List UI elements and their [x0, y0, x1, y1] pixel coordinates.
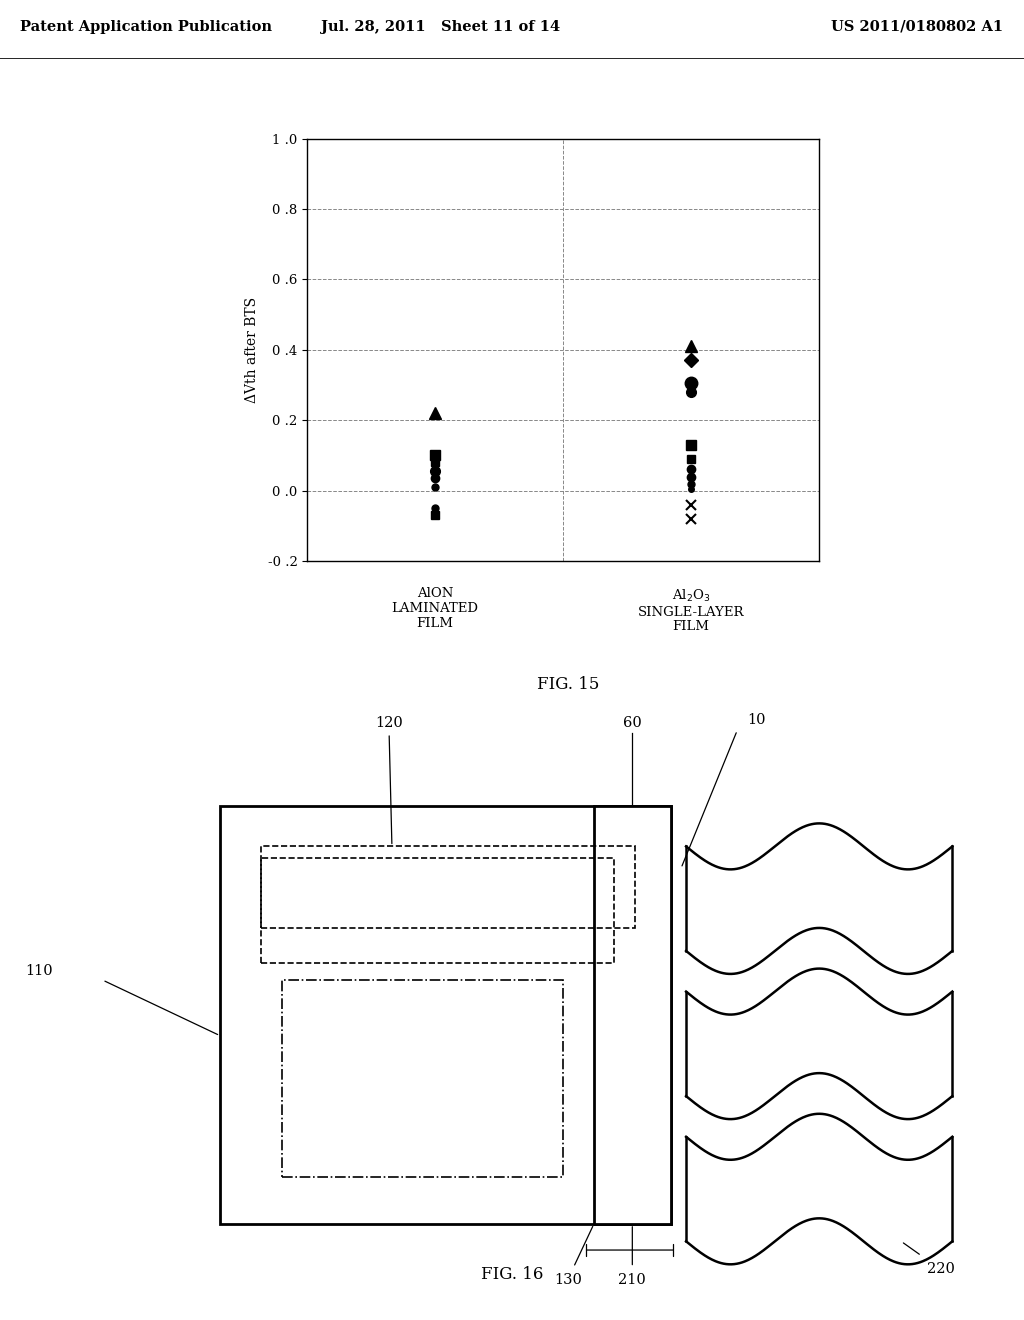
- Text: FIG. 16: FIG. 16: [481, 1266, 543, 1283]
- Bar: [282, 979, 563, 1177]
- Text: 120: 120: [375, 717, 403, 730]
- Text: FIG. 15: FIG. 15: [538, 676, 599, 693]
- Text: Jul. 28, 2011   Sheet 11 of 14: Jul. 28, 2011 Sheet 11 of 14: [321, 20, 560, 34]
- Text: 10: 10: [748, 713, 766, 727]
- Text: Al$_2$O$_3$
SINGLE-LAYER
FILM: Al$_2$O$_3$ SINGLE-LAYER FILM: [638, 587, 744, 634]
- Y-axis label: ΔVth after BTS: ΔVth after BTS: [246, 297, 259, 403]
- Text: 210: 210: [618, 1274, 646, 1287]
- Bar: [220, 805, 671, 1224]
- Text: 110: 110: [26, 964, 53, 978]
- Text: 60: 60: [623, 717, 642, 730]
- Text: 220: 220: [927, 1262, 954, 1275]
- Bar: [261, 846, 635, 928]
- Text: Patent Application Publication: Patent Application Publication: [20, 20, 272, 34]
- Text: US 2011/0180802 A1: US 2011/0180802 A1: [831, 20, 1004, 34]
- Bar: [594, 805, 671, 1224]
- Text: AlON
LAMINATED
FILM: AlON LAMINATED FILM: [392, 587, 478, 631]
- Bar: [261, 858, 614, 962]
- Text: 130: 130: [554, 1274, 583, 1287]
